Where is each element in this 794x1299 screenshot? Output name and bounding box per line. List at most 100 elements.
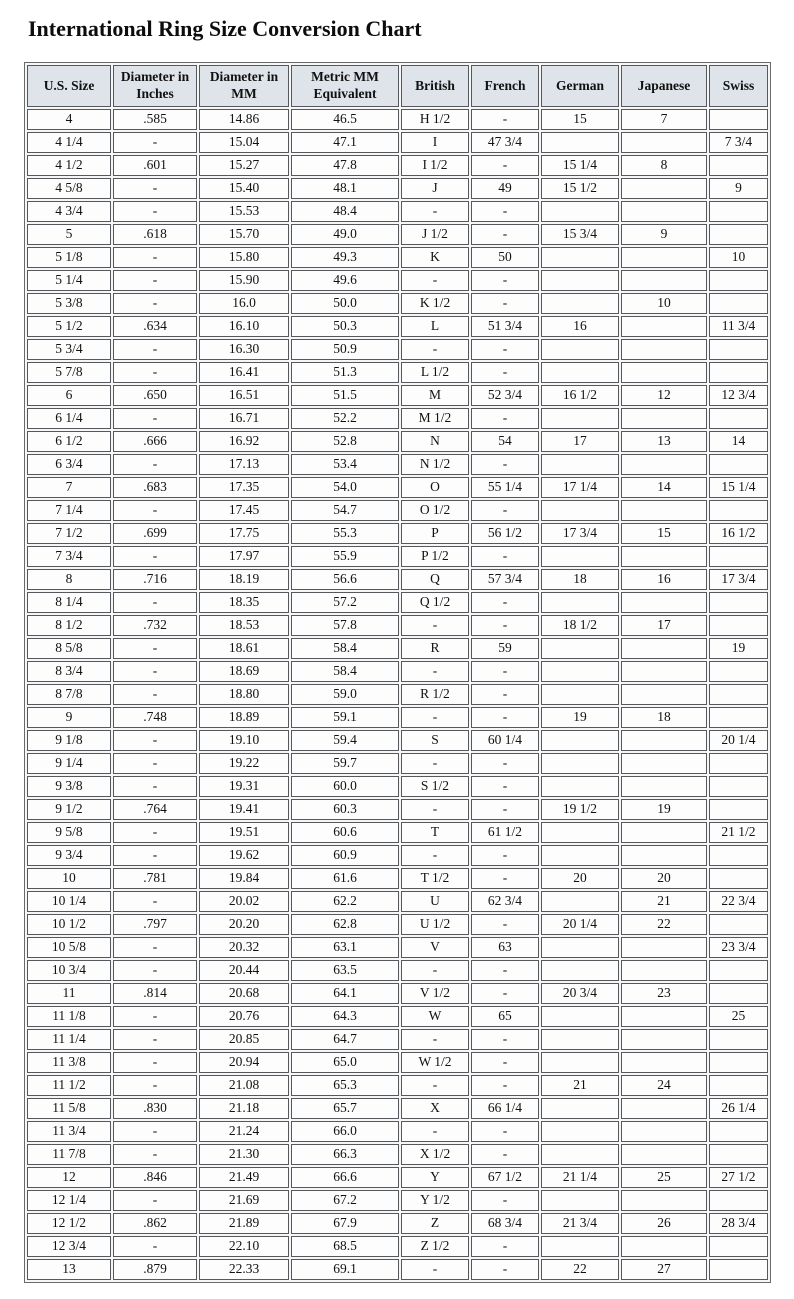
table-cell: Z 1/2 xyxy=(401,1236,469,1257)
table-cell: Y 1/2 xyxy=(401,1190,469,1211)
table-cell: 60 1/4 xyxy=(471,730,539,751)
table-cell xyxy=(541,730,619,751)
table-cell xyxy=(621,592,707,613)
table-cell xyxy=(541,546,619,567)
table-cell xyxy=(541,1052,619,1073)
table-cell: 16.92 xyxy=(199,431,289,452)
table-cell xyxy=(709,960,768,981)
table-row: 5 1/4-15.90 49.6- - xyxy=(27,270,768,291)
table-cell: 18.61 xyxy=(199,638,289,659)
table-cell: 52.8 xyxy=(291,431,399,452)
table-cell: 47.8 xyxy=(291,155,399,176)
table-cell xyxy=(541,822,619,843)
table-cell xyxy=(621,684,707,705)
table-cell: - xyxy=(113,638,197,659)
table-cell: 26 xyxy=(621,1213,707,1234)
table-cell: 16.41 xyxy=(199,362,289,383)
table-cell: 16.30 xyxy=(199,339,289,360)
table-cell: 17.35 xyxy=(199,477,289,498)
table-cell: 5 1/8 xyxy=(27,247,111,268)
table-cell: 8 xyxy=(621,155,707,176)
table-cell: U xyxy=(401,891,469,912)
table-row: 5 1/2.634 16.10 50.3 L 51 3/4 16 11 3/4 xyxy=(27,316,768,337)
table-cell: 27 1/2 xyxy=(709,1167,768,1188)
table-cell: .732 xyxy=(113,615,197,636)
table-row: 5 3/4-16.30 50.9- - xyxy=(27,339,768,360)
table-cell: 18.80 xyxy=(199,684,289,705)
table-cell: I xyxy=(401,132,469,153)
table-cell: 13 xyxy=(621,431,707,452)
table-cell xyxy=(621,270,707,291)
table-cell: 7 3/4 xyxy=(27,546,111,567)
table-cell xyxy=(709,868,768,889)
table-cell: 20 xyxy=(541,868,619,889)
table-cell: 18.89 xyxy=(199,707,289,728)
table-cell: 16 1/2 xyxy=(541,385,619,406)
table-cell: 51.5 xyxy=(291,385,399,406)
table-cell: P xyxy=(401,523,469,544)
table-row: 4 1/4-15.04 47.1 I 47 3/4 7 3/4 xyxy=(27,132,768,153)
column-header: British xyxy=(401,65,469,107)
table-cell: 65.0 xyxy=(291,1052,399,1073)
table-cell: 16.0 xyxy=(199,293,289,314)
table-cell: P 1/2 xyxy=(401,546,469,567)
table-cell: 25 xyxy=(621,1167,707,1188)
table-cell: 20.02 xyxy=(199,891,289,912)
table-cell xyxy=(621,1098,707,1119)
table-cell: 51 3/4 xyxy=(471,316,539,337)
table-cell: T 1/2 xyxy=(401,868,469,889)
table-cell: .716 xyxy=(113,569,197,590)
table-cell: 15 1/4 xyxy=(541,155,619,176)
table-cell: 66.6 xyxy=(291,1167,399,1188)
table-cell: 22.10 xyxy=(199,1236,289,1257)
table-cell xyxy=(709,684,768,705)
table-cell: 68 3/4 xyxy=(471,1213,539,1234)
table-cell: 25 xyxy=(709,1006,768,1027)
table-cell: 67.2 xyxy=(291,1190,399,1211)
table-cell: Y xyxy=(401,1167,469,1188)
table-cell: 9 xyxy=(621,224,707,245)
table-row: 10 5/8-20.32 63.1 V 63 23 3/4 xyxy=(27,937,768,958)
table-cell: - xyxy=(113,500,197,521)
table-cell: 49.3 xyxy=(291,247,399,268)
table-cell: - xyxy=(401,270,469,291)
table-cell: 66 1/4 xyxy=(471,1098,539,1119)
table-cell xyxy=(541,937,619,958)
table-cell: - xyxy=(113,408,197,429)
table-cell xyxy=(709,1075,768,1096)
table-cell: 20 xyxy=(621,868,707,889)
table-cell: 48.4 xyxy=(291,201,399,222)
table-row: 11 1/4-20.85 64.7- - xyxy=(27,1029,768,1050)
table-cell: - xyxy=(401,960,469,981)
table-cell xyxy=(709,592,768,613)
table-cell: 50.3 xyxy=(291,316,399,337)
table-cell: S 1/2 xyxy=(401,776,469,797)
table-cell: 4 xyxy=(27,109,111,130)
table-cell: 8 3/4 xyxy=(27,661,111,682)
table-cell: 21 1/4 xyxy=(541,1167,619,1188)
table-cell xyxy=(541,661,619,682)
table-cell: W 1/2 xyxy=(401,1052,469,1073)
table-cell: 12 1/4 xyxy=(27,1190,111,1211)
table-cell: 17 3/4 xyxy=(541,523,619,544)
table-cell: 21.49 xyxy=(199,1167,289,1188)
table-cell xyxy=(709,1144,768,1165)
table-cell: 7 xyxy=(27,477,111,498)
table-cell xyxy=(621,1190,707,1211)
table-cell: 11 5/8 xyxy=(27,1098,111,1119)
table-cell: 20 1/4 xyxy=(709,730,768,751)
table-row: 6 1/4-16.71 52.2 M 1/2- xyxy=(27,408,768,429)
table-cell: 11 3/4 xyxy=(27,1121,111,1142)
table-cell: - xyxy=(113,132,197,153)
table-cell: 50.9 xyxy=(291,339,399,360)
table-cell: 10 5/8 xyxy=(27,937,111,958)
table-cell: .862 xyxy=(113,1213,197,1234)
table-cell: - xyxy=(471,362,539,383)
table-cell: - xyxy=(471,1259,539,1280)
table-cell: U 1/2 xyxy=(401,914,469,935)
column-header: U.S. Size xyxy=(27,65,111,107)
table-cell: 11 1/8 xyxy=(27,1006,111,1027)
table-cell: 56.6 xyxy=(291,569,399,590)
table-cell: - xyxy=(401,845,469,866)
table-cell xyxy=(709,776,768,797)
